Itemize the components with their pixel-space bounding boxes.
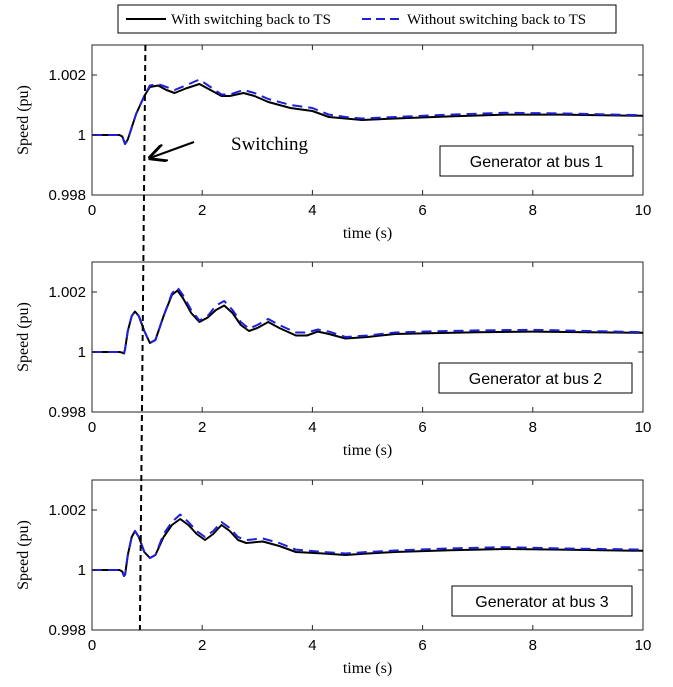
y-tick-label: 1 [78, 562, 86, 579]
switching-arrow [150, 141, 195, 158]
panel-bus-1: 0 2 4 6 8 10 0.998 1 1.002 time (s) Speed (pu) Gene… [15, 44, 652, 242]
series-line-without-switching [92, 513, 644, 577]
x-axis-label: time (s) [343, 442, 392, 459]
x-tick-label: 6 [418, 202, 426, 219]
series-line-with-switching [92, 83, 644, 145]
x-tick-label: 8 [529, 202, 537, 219]
y-axis-label: Speed (pu) [15, 302, 32, 372]
legend-label-without-switching: Without switching back to TS [407, 12, 586, 28]
x-axis-label: time (s) [343, 225, 392, 242]
y-tick-label: 1.002 [48, 284, 86, 301]
y-tick-label: 0.998 [48, 404, 86, 421]
x-tick-label: 0 [88, 202, 96, 219]
x-tick-label: 4 [308, 419, 316, 436]
switching-label: Switching [231, 134, 309, 155]
x-tick-label: 8 [529, 637, 537, 654]
x-tick-label: 10 [635, 202, 652, 219]
x-tick-label: 4 [308, 202, 316, 219]
x-tick-label: 6 [418, 637, 426, 654]
x-tick-label: 6 [418, 419, 426, 436]
series-line-without-switching [92, 78, 644, 145]
legend: With switching back to TS Without switch… [117, 4, 617, 34]
generator-label: Generator at bus 1 [470, 154, 604, 171]
y-tick-label: 1.002 [48, 502, 86, 519]
generator-label: Generator at bus 3 [475, 594, 609, 611]
y-axis-label: Speed (pu) [15, 85, 32, 155]
x-tick-label: 2 [198, 202, 206, 219]
legend-label-with-switching: With switching back to TS [171, 12, 331, 28]
x-axis-label: time (s) [343, 660, 392, 677]
switching-annotation: Switching [150, 134, 309, 158]
x-tick-label: 4 [308, 637, 316, 654]
y-tick-label: 0.998 [48, 622, 86, 639]
x-tick-label: 10 [635, 419, 652, 436]
x-tick-label: 10 [635, 637, 652, 654]
x-tick-label: 0 [88, 419, 96, 436]
generator-label-box [439, 145, 634, 177]
x-tick-label: 0 [88, 637, 96, 654]
y-tick-label: 1.002 [48, 67, 86, 84]
generator-label-box [451, 585, 633, 617]
y-tick-label: 0.998 [48, 187, 86, 204]
switching-line [138, 44, 147, 631]
generator-label-box [438, 362, 633, 394]
x-tick-label: 2 [198, 637, 206, 654]
panel-bus-3: 0 2 4 6 8 10 0.998 1 1.002 time (s) Speed (pu) Gene… [15, 479, 652, 677]
panel-bus-2: 0 2 4 6 8 10 0.998 1 1.002 time (s) Speed (pu) Gene… [15, 261, 652, 459]
y-tick-label: 1 [78, 344, 86, 361]
y-tick-label: 1 [78, 127, 86, 144]
series-line-without-switching [92, 286, 644, 355]
generator-label: Generator at bus 2 [469, 371, 603, 388]
y-axis-label: Speed (pu) [15, 520, 32, 590]
x-tick-label: 8 [529, 419, 537, 436]
x-tick-label: 2 [198, 419, 206, 436]
